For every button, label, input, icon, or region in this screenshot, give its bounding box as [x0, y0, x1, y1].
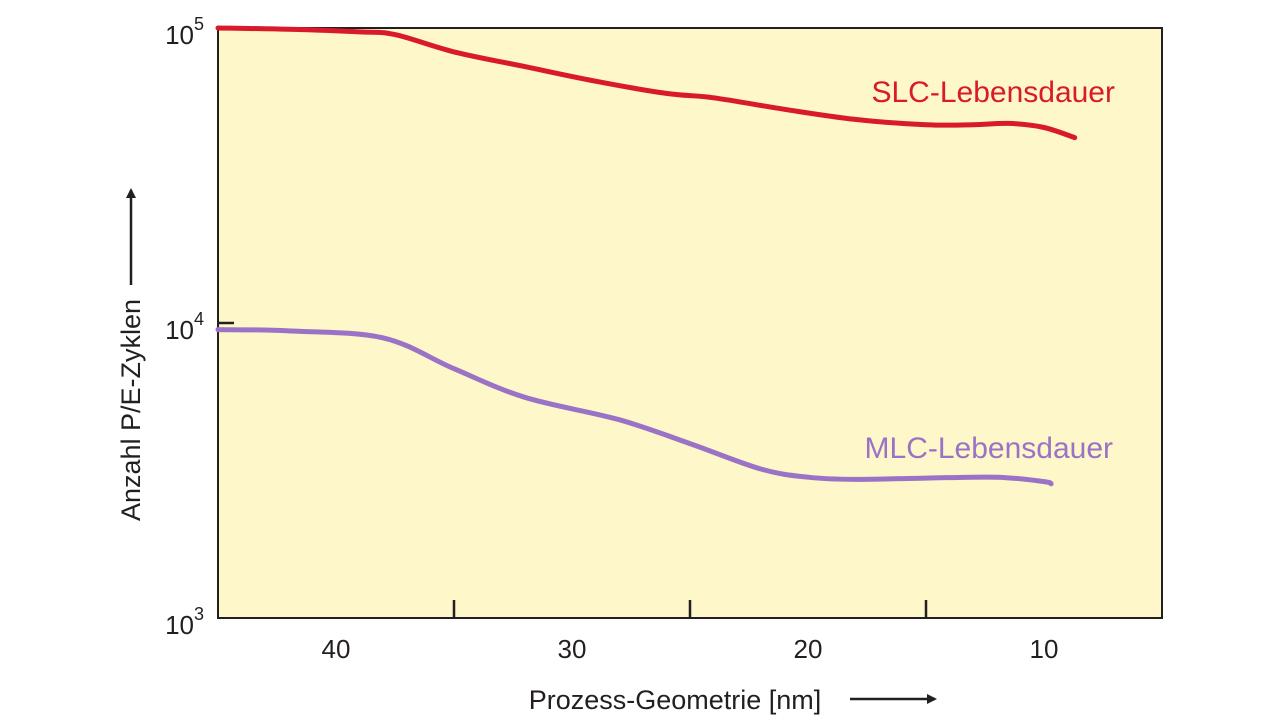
series-label-mlc: MLC-Lebensdauer — [865, 432, 1113, 465]
series-label-slc: SLC-Lebensdauer — [871, 76, 1115, 109]
series-line-slc — [215, 25, 1078, 141]
x-tick-label: 10 — [1030, 634, 1059, 664]
x-tick-label: 40 — [322, 634, 351, 664]
x-tick-label: 20 — [794, 634, 823, 664]
y-axis-title: Anzahl P/E-Zyklen — [116, 299, 146, 521]
series-lines — [215, 25, 1078, 487]
plot-area — [217, 27, 1163, 619]
tick-labels: 40 30 20 10 103 104 105 — [165, 14, 1058, 664]
y-tick-label: 105 — [165, 14, 204, 50]
x-axis-title: Prozess-Geometrie [nm] — [529, 685, 822, 715]
y-tick-label: 104 — [165, 309, 204, 345]
y-tick-label: 103 — [165, 604, 204, 640]
tick-marks — [218, 321, 928, 618]
series-line-mlc — [215, 327, 1054, 487]
x-tick-label: 30 — [558, 634, 587, 664]
